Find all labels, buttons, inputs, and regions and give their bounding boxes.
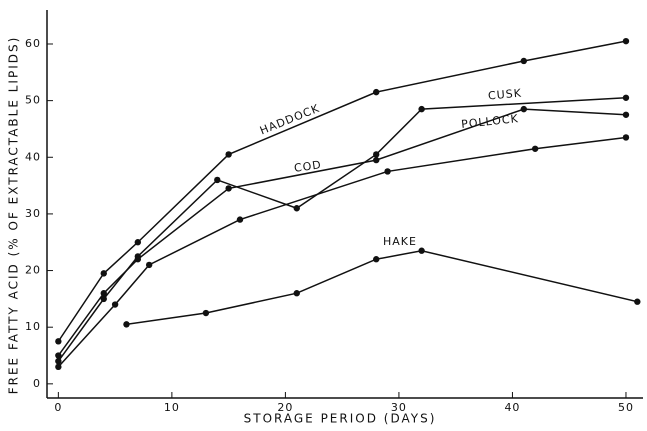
data-point (225, 151, 232, 158)
data-point (111, 301, 119, 308)
series-label: HAKE (383, 235, 417, 248)
series-label: POLLOCK (461, 112, 520, 131)
x-tick-label: 10 (164, 401, 180, 414)
series-line (57, 136, 627, 368)
series-line (57, 108, 627, 356)
data-point (123, 321, 130, 328)
series-line (57, 97, 627, 362)
data-point (634, 298, 641, 305)
data-point (214, 176, 221, 184)
data-point (202, 309, 210, 317)
data-point (520, 105, 527, 113)
data-point (418, 247, 425, 254)
data-point (134, 256, 142, 263)
data-point (418, 105, 425, 113)
data-point (55, 338, 62, 345)
data-point (145, 261, 153, 269)
data-point (531, 145, 539, 152)
x-axis-label: STORAGE PERIOD (DAYS) (244, 412, 437, 426)
x-tick-label: 40 (504, 401, 520, 414)
y-tick-label: 40 (25, 150, 41, 163)
data-point (55, 352, 62, 359)
y-tick-label: 20 (25, 264, 41, 277)
data-point (373, 256, 380, 263)
data-point (373, 151, 380, 158)
data-point (373, 156, 380, 164)
x-tick-label: 0 (54, 401, 62, 414)
data-point (236, 216, 244, 223)
x-tick-label: 50 (618, 401, 634, 414)
data-point (622, 37, 630, 45)
data-point (100, 270, 107, 277)
data-point (225, 185, 232, 192)
data-point (100, 295, 107, 303)
y-tick-label: 0 (33, 377, 41, 390)
y-tick-label: 50 (25, 94, 41, 107)
data-point (293, 290, 300, 297)
data-point (622, 134, 630, 141)
series-line (126, 249, 638, 326)
data-point (622, 94, 630, 101)
x-tick-label: 20 (277, 401, 293, 414)
data-point (100, 290, 107, 297)
data-point (134, 239, 142, 246)
y-tick-label: 60 (25, 37, 41, 50)
data-point (55, 357, 62, 365)
data-point (520, 57, 527, 65)
data-point (293, 205, 300, 212)
y-axis-label: FREE FATTY ACID (% OF EXTRACTABLE LIPIDS… (7, 36, 21, 395)
series-line (57, 40, 627, 342)
y-tick-label: 30 (25, 207, 41, 220)
data-point (622, 111, 630, 118)
data-point (55, 363, 62, 371)
data-point (373, 88, 380, 96)
series-label: COD (293, 158, 322, 175)
data-point (384, 168, 391, 175)
y-tick-label: 10 (25, 320, 41, 333)
x-tick-label: 30 (391, 401, 407, 414)
series-label: CUSK (487, 87, 522, 103)
